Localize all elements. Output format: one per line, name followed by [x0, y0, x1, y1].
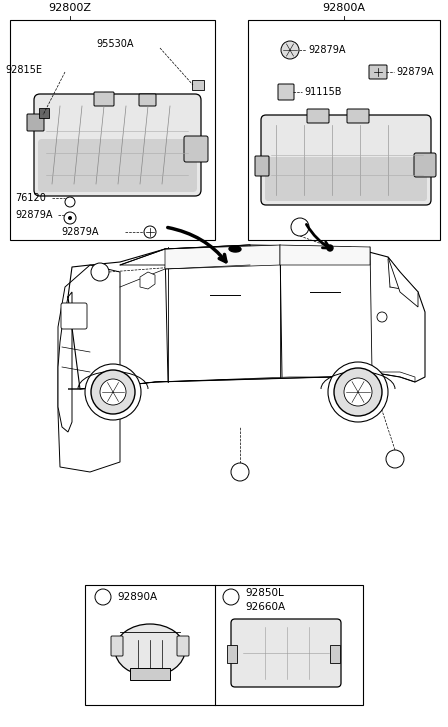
- Circle shape: [327, 245, 333, 251]
- FancyBboxPatch shape: [265, 157, 427, 201]
- FancyBboxPatch shape: [261, 115, 431, 205]
- FancyBboxPatch shape: [34, 94, 201, 196]
- Text: 92879A: 92879A: [396, 67, 434, 77]
- Circle shape: [91, 370, 135, 414]
- Bar: [248, 20, 440, 240]
- FancyBboxPatch shape: [235, 651, 337, 683]
- FancyBboxPatch shape: [307, 109, 329, 123]
- Text: a: a: [237, 467, 243, 477]
- Circle shape: [231, 463, 249, 481]
- Circle shape: [386, 450, 404, 468]
- Text: 92850L: 92850L: [245, 588, 284, 598]
- Bar: [192, 80, 204, 90]
- Circle shape: [328, 362, 388, 422]
- Text: 92879A: 92879A: [308, 45, 345, 55]
- FancyBboxPatch shape: [369, 65, 387, 79]
- Polygon shape: [58, 292, 72, 432]
- Text: 95530A: 95530A: [96, 39, 134, 49]
- Bar: [330, 645, 340, 663]
- Text: 76120: 76120: [15, 193, 46, 203]
- FancyBboxPatch shape: [27, 114, 44, 131]
- Text: 92800A: 92800A: [323, 3, 366, 13]
- Bar: [227, 645, 237, 663]
- Text: 92879A: 92879A: [61, 227, 99, 237]
- Text: b: b: [392, 454, 398, 464]
- Polygon shape: [140, 272, 155, 289]
- FancyBboxPatch shape: [177, 636, 189, 656]
- Circle shape: [281, 41, 299, 59]
- Bar: [10, 20, 215, 240]
- Bar: [39, 108, 49, 118]
- Circle shape: [85, 364, 141, 420]
- Text: a: a: [100, 592, 106, 602]
- Circle shape: [91, 263, 109, 281]
- Text: 92660A: 92660A: [245, 602, 285, 612]
- Circle shape: [291, 218, 309, 236]
- FancyBboxPatch shape: [139, 94, 156, 106]
- Text: 92890A: 92890A: [117, 592, 157, 602]
- Circle shape: [377, 312, 387, 322]
- Circle shape: [95, 589, 111, 605]
- Polygon shape: [68, 245, 425, 389]
- Polygon shape: [58, 265, 120, 472]
- FancyBboxPatch shape: [347, 109, 369, 123]
- Text: 92815E: 92815E: [5, 65, 42, 75]
- Text: 91115B: 91115B: [304, 87, 341, 97]
- FancyBboxPatch shape: [184, 136, 208, 162]
- FancyBboxPatch shape: [231, 619, 341, 687]
- Circle shape: [334, 368, 382, 416]
- Polygon shape: [388, 257, 418, 307]
- Polygon shape: [120, 245, 250, 265]
- FancyBboxPatch shape: [61, 303, 87, 329]
- Circle shape: [68, 216, 72, 220]
- FancyBboxPatch shape: [111, 636, 123, 656]
- Text: b: b: [297, 222, 303, 232]
- Text: b: b: [228, 592, 234, 602]
- Polygon shape: [280, 245, 370, 265]
- Polygon shape: [68, 372, 415, 389]
- Bar: [85, 585, 363, 705]
- Bar: [130, 668, 170, 680]
- FancyBboxPatch shape: [414, 153, 436, 177]
- Ellipse shape: [115, 624, 185, 676]
- FancyBboxPatch shape: [94, 92, 114, 106]
- Text: 92800Z: 92800Z: [48, 3, 91, 13]
- Polygon shape: [165, 245, 280, 269]
- Ellipse shape: [229, 246, 241, 252]
- FancyBboxPatch shape: [38, 139, 197, 192]
- FancyBboxPatch shape: [255, 156, 269, 176]
- Text: a: a: [97, 267, 103, 277]
- Text: 92879A: 92879A: [15, 210, 52, 220]
- Circle shape: [223, 589, 239, 605]
- Circle shape: [344, 378, 372, 406]
- FancyBboxPatch shape: [278, 84, 294, 100]
- Circle shape: [100, 379, 126, 405]
